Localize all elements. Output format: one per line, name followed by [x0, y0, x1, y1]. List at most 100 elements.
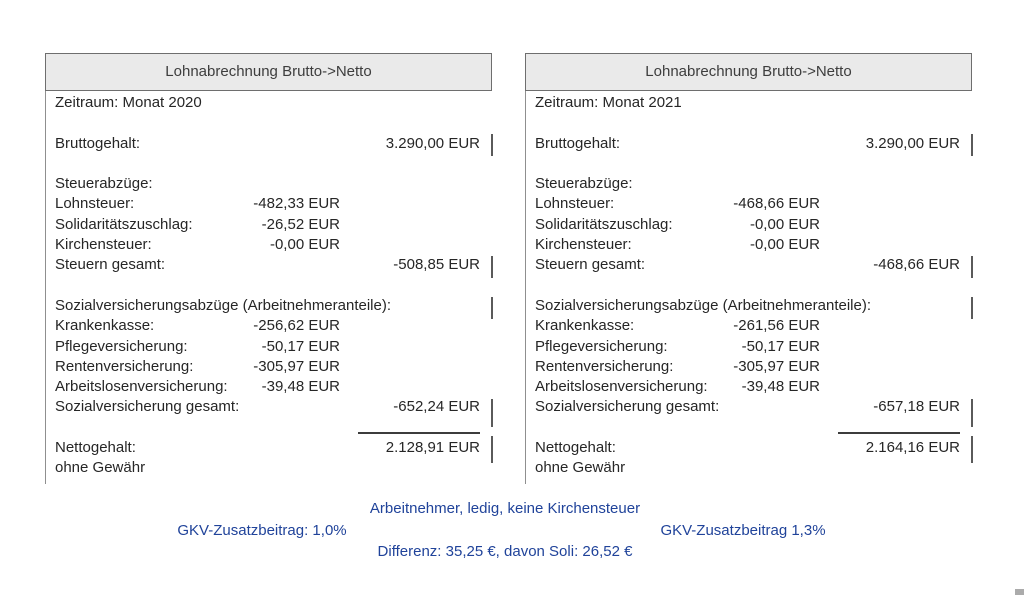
net-row: Nettogehalt: 2.128,91 EUR	[45, 438, 492, 458]
tax-label: Lohnsteuer:	[55, 195, 135, 213]
social-header-row: Sozialversicherungsabzüge (Arbeitnehmera…	[45, 296, 492, 316]
disclaimer: ohne Gewähr	[535, 459, 626, 477]
tax-total-row: Steuern gesamt: -468,66 EUR	[525, 255, 972, 275]
panel-left-border	[45, 91, 46, 484]
panel-body: Zeitraum: Monat 2020 Bruttogehalt: 3.290,…	[45, 91, 492, 479]
row-border-tick	[971, 436, 973, 463]
social-total-label: Sozialversicherung gesamt:	[535, 398, 720, 416]
tax-label: Lohnsteuer:	[535, 195, 615, 213]
social-row: Rentenversicherung: -305,97 EUR	[45, 357, 492, 377]
bottom-right-artifact	[1015, 589, 1024, 595]
social-label: Arbeitslosenversicherung:	[55, 378, 228, 396]
tax-total-label: Steuern gesamt:	[55, 256, 166, 274]
spacer-row	[45, 113, 492, 133]
footnote-employee-status: Arbeitnehmer, ledig, keine Kirchensteuer	[369, 500, 641, 517]
social-row: Arbeitslosenversicherung: -39,48 EUR	[45, 377, 492, 397]
tax-row: Solidaritätszuschlag: -0,00 EUR	[525, 215, 972, 235]
net-label: Nettogehalt:	[55, 439, 136, 457]
tax-amount: -0,00 EUR	[749, 236, 820, 254]
social-amount: -305,97 EUR	[733, 357, 820, 375]
row-border-tick	[491, 436, 493, 463]
net-label: Nettogehalt:	[535, 439, 616, 457]
total-rule	[358, 432, 480, 435]
spacer-row	[525, 113, 972, 133]
disclaimer-row: ohne Gewähr	[525, 458, 972, 478]
gross-row: Bruttogehalt: 3.290,00 EUR	[525, 134, 972, 154]
tax-amount: -26,52 EUR	[261, 215, 340, 233]
period-label: Zeitraum: Monat 2021	[535, 94, 682, 111]
social-label: Rentenversicherung:	[55, 357, 194, 375]
row-border-tick	[491, 399, 493, 427]
row-border-tick	[491, 297, 493, 319]
tax-header-row: Steuerabzüge:	[45, 174, 492, 194]
social-label: Krankenkasse:	[535, 317, 635, 335]
tax-row: Solidaritätszuschlag: -26,52 EUR	[45, 215, 492, 235]
social-row: Pflegeversicherung: -50,17 EUR	[45, 337, 492, 357]
tax-header: Steuerabzüge:	[535, 175, 633, 193]
net-row: Nettogehalt: 2.164,16 EUR	[525, 438, 972, 458]
spacer-row	[45, 276, 492, 296]
tax-total-label: Steuern gesamt:	[535, 256, 646, 274]
social-row: Krankenkasse: -256,62 EUR	[45, 316, 492, 336]
social-header: Sozialversicherungsabzüge (Arbeitnehmera…	[535, 296, 872, 314]
panel-body: Zeitraum: Monat 2021 Bruttogehalt: 3.290,…	[525, 91, 972, 479]
net-total: 2.128,91 EUR	[385, 439, 480, 457]
social-total: -652,24 EUR	[393, 398, 480, 416]
social-label: Krankenkasse:	[55, 317, 155, 335]
row-border-tick	[971, 256, 973, 278]
social-row: Krankenkasse: -261,56 EUR	[525, 316, 972, 336]
tax-amount: -482,33 EUR	[253, 195, 340, 213]
row-border-tick	[971, 134, 973, 156]
footnote-difference: Differenz: 35,25 €, davon Soli: 26,52 €	[377, 543, 633, 560]
social-amount: -50,17 EUR	[261, 337, 340, 355]
social-label: Pflegeversicherung:	[535, 337, 668, 355]
disclaimer-row: ohne Gewähr	[45, 458, 492, 478]
gross-label: Bruttogehalt:	[55, 134, 141, 152]
social-label: Arbeitslosenversicherung:	[535, 378, 708, 396]
row-border-tick	[491, 256, 493, 278]
net-total: 2.164,16 EUR	[865, 439, 960, 457]
social-row: Pflegeversicherung: -50,17 EUR	[525, 337, 972, 357]
tax-total: -468,66 EUR	[873, 256, 960, 274]
gross-total: 3.290,00 EUR	[865, 134, 960, 152]
spacer-row	[525, 276, 972, 296]
tax-label: Solidaritätszuschlag:	[535, 215, 673, 233]
tax-row: Lohnsteuer: -482,33 EUR	[45, 194, 492, 214]
social-label: Rentenversicherung:	[535, 357, 674, 375]
social-label: Pflegeversicherung:	[55, 337, 188, 355]
tax-amount: -0,00 EUR	[749, 215, 820, 233]
social-total: -657,18 EUR	[873, 398, 960, 416]
payroll-panel-2020: Lohnabrechnung Brutto->Netto Zeitraum: M…	[45, 53, 493, 493]
spacer-row	[45, 154, 492, 174]
sum-line-row	[45, 418, 492, 438]
total-rule	[838, 432, 960, 435]
social-row: Rentenversicherung: -305,97 EUR	[525, 357, 972, 377]
tax-label: Kirchensteuer:	[535, 236, 632, 254]
tax-total: -508,85 EUR	[393, 256, 480, 274]
social-row: Arbeitslosenversicherung: -39,48 EUR	[525, 377, 972, 397]
row-border-tick	[971, 399, 973, 427]
social-amount: -39,48 EUR	[741, 378, 820, 396]
gross-total: 3.290,00 EUR	[385, 134, 480, 152]
sum-line-row	[525, 418, 972, 438]
footnote-gkv-2020: GKV-Zusatzbeitrag: 1,0%	[177, 522, 347, 539]
social-header-row: Sozialversicherungsabzüge (Arbeitnehmera…	[525, 296, 972, 316]
social-amount: -261,56 EUR	[733, 317, 820, 335]
tax-header: Steuerabzüge:	[55, 175, 153, 193]
tax-amount: -468,66 EUR	[733, 195, 820, 213]
period-label: Zeitraum: Monat 2020	[55, 94, 202, 111]
tax-header-row: Steuerabzüge:	[525, 174, 972, 194]
panel-title: Lohnabrechnung Brutto->Netto	[525, 53, 972, 91]
period-row: Zeitraum: Monat 2021	[525, 93, 972, 113]
tax-row: Kirchensteuer: -0,00 EUR	[45, 235, 492, 255]
spacer-row	[525, 154, 972, 174]
tax-row: Kirchensteuer: -0,00 EUR	[525, 235, 972, 255]
social-amount: -256,62 EUR	[253, 317, 340, 335]
tax-total-row: Steuern gesamt: -508,85 EUR	[45, 255, 492, 275]
tax-label: Kirchensteuer:	[55, 236, 152, 254]
row-border-tick	[491, 134, 493, 156]
social-total-label: Sozialversicherung gesamt:	[55, 398, 240, 416]
panel-title: Lohnabrechnung Brutto->Netto	[45, 53, 492, 91]
tax-amount: -0,00 EUR	[269, 236, 340, 254]
